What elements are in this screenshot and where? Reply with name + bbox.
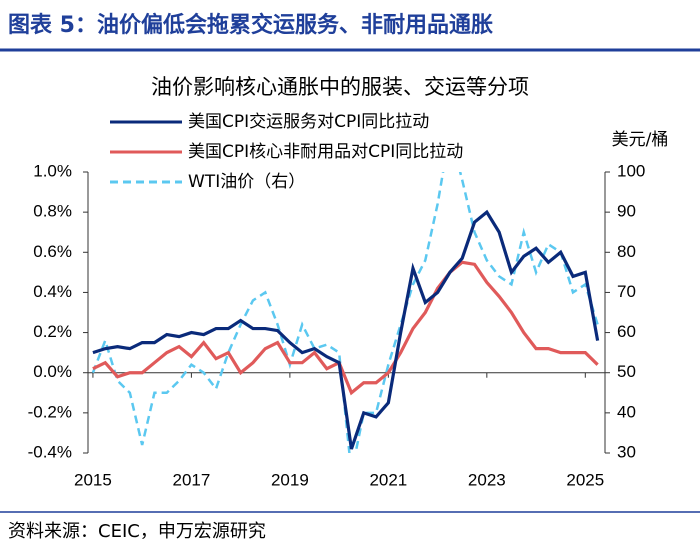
x-tick-label: 2023 [468, 470, 506, 489]
series-line [92, 260, 599, 396]
y2-axis-label: 美元/桶 [612, 130, 669, 150]
source: 资料来源：CEIC，申万宏源研究 [8, 521, 266, 542]
page-title: 图表 5：油价偏低会拖累交运服务、非耐用品通胀 [8, 12, 493, 38]
x-tick-label: 2019 [271, 470, 309, 489]
y2-tick-label: 80 [617, 242, 636, 261]
y2-tick-label: 70 [617, 282, 636, 301]
y2-tick-label: 50 [617, 362, 636, 381]
chart-title: 油价影响核心通胀中的服装、交运等分项 [151, 75, 529, 99]
x-tick-label: 2021 [369, 470, 407, 489]
plot-area: -0.4% -0.2% 0.0% 0.2% 0.4% 0.6% 0.8% 1.0% 30 40 50… [28, 112, 646, 489]
y2-tick-label: 90 [617, 202, 636, 221]
y2-tick-label: 30 [617, 442, 636, 461]
y2-tick-label: 60 [617, 322, 636, 341]
y-tick-label: -0.4% [28, 442, 72, 461]
y-tick-label: 0.8% [33, 202, 72, 221]
y-tick-label: 1.0% [33, 161, 72, 180]
y-tick-label: 0.4% [33, 282, 72, 301]
series-line [92, 209, 600, 450]
y-tick-label: 0.2% [33, 322, 72, 341]
legend-label: WTI油价（右） [188, 172, 305, 192]
y2-tick-label: 40 [617, 402, 636, 421]
x-tick-label: 2025 [566, 470, 604, 489]
y2-tick-label: 100 [617, 161, 645, 180]
y-tick-label: 0.0% [33, 362, 72, 381]
legend-label: 美国CPI交运服务对CPI同比拉动 [188, 112, 429, 132]
y-tick-label: 0.6% [33, 242, 72, 261]
x-tick-label: 2017 [172, 470, 210, 489]
legend-label: 美国CPI核心非耐用品对CPI同比拉动 [188, 142, 463, 162]
y-tick-label: -0.2% [28, 402, 72, 421]
x-tick-label: 2015 [74, 470, 112, 489]
